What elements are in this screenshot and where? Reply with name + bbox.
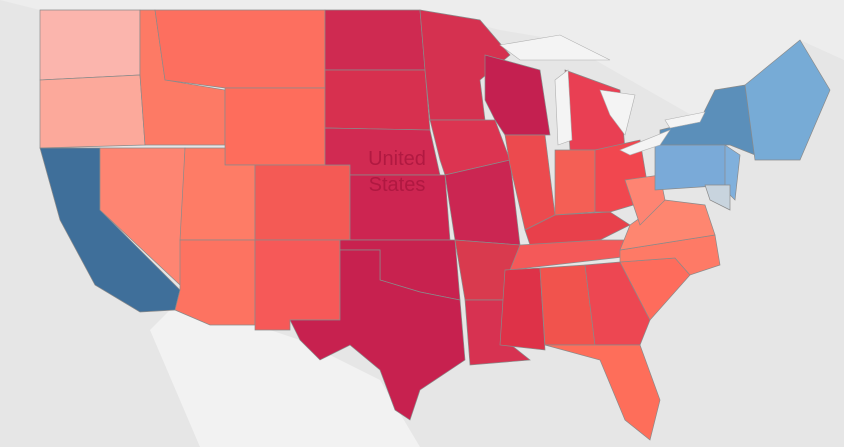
state (174, 239, 256, 326)
state (289, 249, 466, 421)
country-label: United States (368, 148, 426, 196)
state (324, 9, 426, 71)
lake (664, 111, 706, 129)
state (154, 9, 326, 89)
state (324, 69, 431, 131)
state (584, 261, 651, 346)
state (544, 344, 661, 441)
state (254, 164, 351, 241)
mexico (150, 300, 420, 447)
state (554, 149, 596, 216)
state (419, 9, 511, 121)
canada (0, 0, 844, 120)
state (704, 184, 731, 211)
lake (599, 89, 636, 136)
state (744, 39, 831, 161)
state (224, 87, 326, 166)
state (499, 267, 546, 351)
state (39, 9, 141, 81)
lakes (499, 34, 706, 156)
lake (619, 129, 671, 156)
state (254, 239, 341, 331)
states (39, 9, 831, 441)
lake (554, 69, 573, 146)
state (39, 74, 146, 149)
lake (499, 34, 611, 61)
state (654, 139, 731, 191)
state (464, 299, 531, 366)
state (444, 159, 521, 246)
